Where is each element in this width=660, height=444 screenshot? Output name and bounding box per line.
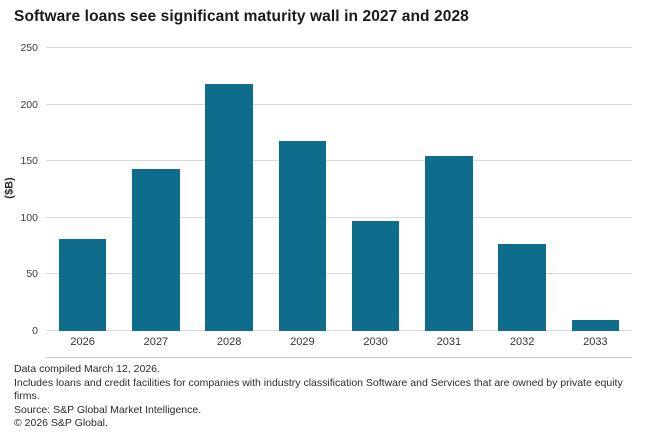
bar-2028 [205,84,253,331]
y-axis: 0 50 100 150 200 250 [0,42,38,337]
plot-area [46,47,632,331]
bar-2033 [571,319,620,331]
gridline [46,330,632,331]
bar-slot [119,48,192,331]
bar-series [46,48,632,331]
gridline [46,103,632,105]
gridline [46,160,632,162]
bar-2032 [498,243,546,331]
footnote-line: Source: S&P Global Market Intelligence. [14,403,202,416]
gridline [46,273,632,275]
bar-2027 [132,169,180,331]
footnote-line: © 2026 S&P Global. [14,417,108,429]
x-axis: 2026 2027 2028 2029 2030 2031 2032 2033 [46,336,632,348]
y-tick-label: 50 [26,268,38,281]
chart-title: Software loans see significant maturity … [14,8,469,25]
bar-slot [46,48,119,331]
footnotes: Data compiled March 12, 2026. Includes lo… [14,363,648,431]
y-tick-label: 100 [20,211,38,224]
x-tick-label: 2030 [363,336,388,348]
bar-slot [559,48,632,331]
bar-slot [193,48,266,331]
x-tick-label: 2026 [70,336,95,348]
y-tick-label: 150 [20,155,38,168]
x-tick-label: 2029 [290,336,315,348]
bar-slot [266,48,339,331]
x-tick-label: 2031 [436,336,462,348]
bar-slot [412,48,485,331]
bar-slot [486,48,559,331]
x-tick-label: 2027 [143,336,169,348]
bar-slot [339,48,412,331]
y-tick-label: 200 [20,98,38,111]
bar-2030 [351,221,400,331]
bar-2026 [58,239,107,331]
x-tick-label: 2028 [216,336,242,348]
x-tick-label: 2032 [509,336,535,348]
x-tick-label: 2033 [583,336,608,348]
y-tick-label: 0 [32,325,38,337]
footnote-line: Data compiled March 12, 2026. [14,363,160,375]
y-tick-label: 250 [20,42,38,54]
chart-bottom-divider [46,357,632,358]
bar-2031 [425,155,473,331]
gridline [46,216,632,218]
bar-2029 [278,140,327,331]
gridline [46,47,632,48]
footnote-line: Includes loans and credit facilities for… [14,376,623,403]
